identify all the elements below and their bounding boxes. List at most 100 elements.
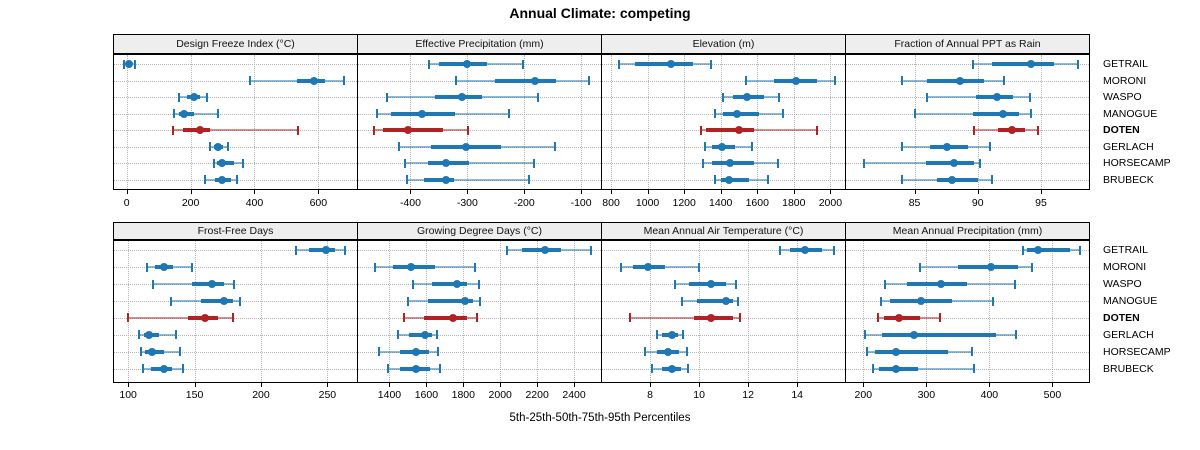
gridline-vertical (650, 241, 652, 382)
p95-cap (832, 245, 835, 255)
p95-cap (1028, 92, 1031, 102)
p95-cap (478, 296, 481, 306)
axis-tick-label: 1200 (672, 197, 696, 209)
median-dot-waspo (190, 93, 199, 102)
p95-cap (533, 158, 536, 168)
p5-cap (629, 313, 632, 323)
p95-cap (521, 59, 524, 69)
axis-tick-label: 1800 (782, 197, 806, 209)
gridline-vertical (611, 55, 613, 189)
panel-strip-fraction-of-annual-ppt-as-rain: Fraction of Annual PPT as Rain (845, 34, 1090, 54)
p5-p95-line-doten (700, 129, 817, 132)
p5-cap (1021, 245, 1024, 255)
median-dot-brubeck (160, 364, 168, 373)
gridline-horizontal (114, 368, 357, 370)
panel-body-growing-degree-days-c- (357, 240, 602, 383)
median-dot-doten (895, 313, 904, 322)
median-dot-doten (1007, 126, 1016, 135)
axis-tick-label: 1400 (377, 389, 402, 401)
axis-tick (611, 190, 613, 194)
axis-tick (684, 190, 686, 194)
p5-cap (505, 245, 508, 255)
axis-tick-label: 2200 (525, 389, 549, 401)
axis-tick (650, 383, 652, 387)
p5-cap (900, 175, 903, 185)
median-dot-brubeck (668, 364, 677, 373)
panel-body-fraction-of-annual-ppt-as-rain (845, 54, 1090, 190)
median-dot-gerlach (420, 330, 429, 339)
axis-tick (500, 383, 502, 387)
p95-cap (777, 158, 780, 168)
median-dot-gerlach (213, 142, 222, 151)
p25-p75-bar-moroni (494, 78, 557, 83)
p95-cap (1003, 76, 1006, 86)
p25-p75-bar-doten (382, 128, 444, 133)
p5-cap (619, 262, 622, 272)
p5-cap (879, 296, 882, 306)
p25-p75-bar-doten (423, 315, 467, 320)
p25-p75-bar-manogue (428, 299, 474, 304)
p5-cap (884, 279, 887, 289)
axis-tick-label: 0 (123, 197, 130, 209)
row-label-right-moroni: MORONI (1103, 261, 1147, 274)
axis-tick-label: 200 (252, 389, 270, 401)
p5-cap (779, 245, 781, 255)
p95-cap (990, 175, 993, 185)
p5-cap (699, 125, 702, 135)
gridline-vertical (260, 241, 262, 382)
p5-cap (454, 76, 457, 86)
median-dot-horsecamp (412, 347, 421, 356)
p95-cap (1029, 109, 1032, 119)
axis-tick-label: 400 (980, 389, 999, 401)
p25-p75-bar-brubeck (937, 177, 978, 182)
gridline-horizontal (602, 80, 845, 82)
panel-body-mean-annual-air-temperature-c- (601, 240, 846, 383)
p5-cap (376, 109, 379, 119)
median-dot-horsecamp (148, 347, 157, 356)
p5-cap (644, 347, 647, 357)
p5-cap (651, 364, 654, 374)
axis-tick-label: 90 (971, 197, 984, 209)
axis-tick-label: 12 (742, 389, 754, 401)
gridline-horizontal (846, 64, 1089, 66)
median-dot-brubeck (441, 175, 450, 184)
p95-cap (991, 296, 994, 306)
p95-cap (507, 109, 510, 119)
row-label-right-horsecamp: HORSECAMP (1103, 345, 1171, 358)
gridline-horizontal (114, 146, 357, 148)
p5-cap (294, 245, 297, 255)
p5-p95-line-brubeck (872, 367, 974, 370)
axis-tick (318, 190, 320, 194)
p25-p75-bar-horsecamp (874, 349, 949, 354)
axis-tick (1040, 190, 1042, 194)
gridline-vertical (410, 55, 412, 189)
axis-tick-label: 14 (791, 389, 804, 401)
median-dot-waspo (992, 93, 1001, 102)
row-label-right-waspo: WASPO (1103, 91, 1142, 103)
axis-tick (926, 383, 928, 387)
panel-title: Effective Precipitation (mm) (415, 38, 544, 50)
axis-tick-label: 150 (185, 389, 204, 401)
axis-tick (830, 190, 832, 194)
p5-p95-line-brubeck (407, 178, 530, 181)
panel-title: Elevation (m) (692, 38, 755, 50)
axis-tick-label: -400 (399, 197, 421, 209)
p95-cap (233, 279, 236, 289)
panel-strip-growing-degree-days-c-: Growing Degree Days (°C) (357, 222, 602, 240)
p25-p75-bar-getrail (1027, 248, 1071, 253)
p5-p95-line-manogue (173, 112, 218, 115)
median-dot-brubeck (948, 175, 957, 184)
median-dot-manogue (733, 109, 742, 118)
gridline-horizontal (114, 250, 357, 252)
axis-tick-label: -200 (513, 197, 535, 209)
p5-cap (866, 347, 869, 357)
p5-cap (396, 330, 399, 340)
axis-tick-label: 2000 (818, 197, 843, 209)
median-dot-doten (195, 126, 204, 135)
row-label-right-doten: DOTEN (1103, 124, 1140, 136)
gridline-horizontal (358, 317, 601, 319)
axis-tick-label: 100 (119, 389, 137, 401)
axis-tick (327, 383, 329, 387)
p5-cap (406, 175, 409, 185)
panel-strip-effective-precipitation-mm-: Effective Precipitation (mm) (357, 34, 602, 54)
